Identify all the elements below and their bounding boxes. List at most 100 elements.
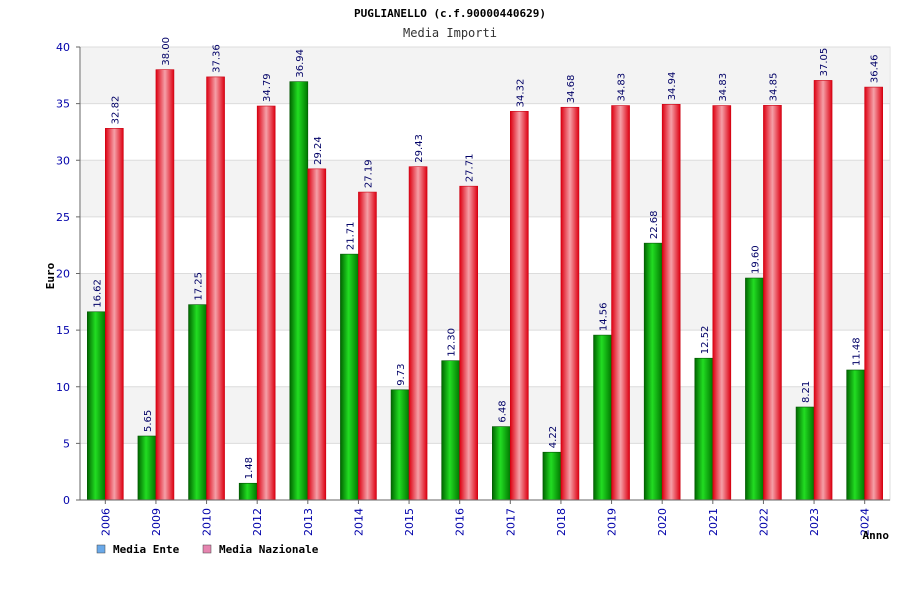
bar-media-ente <box>745 277 764 501</box>
bar-media-nazionale <box>358 191 377 501</box>
x-tick-label: 2015 <box>403 508 416 536</box>
data-label-media-ente: 36.94 <box>295 49 306 78</box>
y-tick-label: 35 <box>56 98 70 111</box>
data-label-media-nazionale: 34.32 <box>515 79 526 108</box>
y-tick-label: 20 <box>56 268 70 281</box>
data-label-media-ente: 5.65 <box>143 410 154 432</box>
legend-swatch-media-nazionale <box>202 544 212 554</box>
bar-media-ente <box>643 242 663 501</box>
bar-media-nazionale <box>307 168 327 501</box>
bar-media-nazionale <box>105 128 124 501</box>
y-tick-label: 30 <box>56 154 70 167</box>
x-axis-label: Anno <box>863 529 890 542</box>
legend: Media Ente Media Nazionale <box>96 543 319 556</box>
bar-media-nazionale <box>813 80 833 501</box>
x-tick-label: 2021 <box>707 508 720 536</box>
bar-media-ente <box>694 357 714 501</box>
y-tick-label: 15 <box>56 324 70 337</box>
x-tick-label: 2018 <box>555 508 568 536</box>
data-label-media-nazionale: 36.46 <box>870 54 881 83</box>
legend-swatch-media-ente <box>96 544 106 554</box>
data-label-media-nazionale: 27.71 <box>465 154 476 183</box>
x-tick-label: 2024 <box>859 508 872 536</box>
x-tick-label: 2012 <box>251 508 264 536</box>
bar-media-nazionale <box>459 185 478 501</box>
x-tick-label: 2017 <box>504 508 517 536</box>
x-tick-label: 2013 <box>302 508 315 536</box>
chart-title: PUGLIANELLO (c.f.90000440629) <box>354 7 546 20</box>
data-label-media-nazionale: 29.24 <box>313 136 324 165</box>
data-label-media-nazionale: 34.83 <box>617 73 628 102</box>
bar-media-ente <box>441 360 460 501</box>
data-label-media-nazionale: 34.94 <box>667 72 678 101</box>
bar-media-nazionale <box>560 106 580 501</box>
bar-media-ente <box>593 334 612 501</box>
data-label-media-nazionale: 29.43 <box>414 134 425 163</box>
bar-media-ente <box>137 435 157 501</box>
x-tick-label: 2016 <box>454 508 467 536</box>
bar-media-ente <box>390 389 410 501</box>
data-label-media-ente: 1.48 <box>244 457 255 479</box>
data-label-media-nazionale: 34.83 <box>718 73 729 102</box>
data-label-media-ente: 21.71 <box>345 221 356 250</box>
bar-media-ente <box>87 311 106 501</box>
y-tick-label: 10 <box>56 381 70 394</box>
data-label-media-ente: 12.30 <box>447 328 458 357</box>
y-tick-label: 25 <box>56 211 70 224</box>
x-tick-label: 2006 <box>99 508 112 536</box>
data-label-media-nazionale: 34.79 <box>262 73 273 102</box>
data-label-media-ente: 6.48 <box>497 400 508 422</box>
bar-media-ente <box>238 482 258 501</box>
data-label-media-ente: 12.52 <box>700 326 711 355</box>
chart-subtitle: Media Importi <box>403 26 497 40</box>
data-labels: 16.62 32.82 5.65 38.00 17.25 37.36 1.48 34.79 36… <box>92 37 880 479</box>
legend-label-media-nazionale: Media Nazionale <box>219 543 319 556</box>
x-tick-label: 2022 <box>757 508 770 536</box>
y-tick-label: 40 <box>56 41 70 54</box>
bar-media-ente <box>846 369 865 501</box>
data-label-media-ente: 9.73 <box>396 364 407 386</box>
legend-label-media-ente: Media Ente <box>113 543 180 556</box>
y-tick-label: 0 <box>63 494 70 507</box>
x-axis-ticks: 2006 2009 2010 2012 2013 2014 2015 2016 2017 2018… <box>99 500 872 536</box>
data-label-media-nazionale: 38.00 <box>161 37 172 66</box>
data-label-media-ente: 16.62 <box>92 279 103 308</box>
data-label-media-nazionale: 27.19 <box>363 159 374 188</box>
bars <box>87 69 883 501</box>
y-tick-label: 5 <box>63 437 70 450</box>
bar-media-nazionale <box>661 104 681 501</box>
data-label-media-nazionale: 37.05 <box>819 48 830 77</box>
x-tick-label: 2020 <box>656 508 669 536</box>
bar-media-ente <box>795 406 815 501</box>
x-tick-label: 2014 <box>352 508 365 536</box>
bar-media-ente <box>188 304 207 501</box>
bar-media-ente <box>492 426 511 501</box>
y-axis-label: Euro <box>44 262 57 289</box>
bar-media-nazionale <box>763 105 782 501</box>
data-label-media-ente: 4.22 <box>548 426 559 448</box>
data-label-media-ente: 8.21 <box>801 381 812 403</box>
data-label-media-ente: 22.68 <box>649 211 660 240</box>
data-label-media-ente: 17.25 <box>194 272 205 301</box>
bar-media-nazionale <box>408 166 428 501</box>
bar-media-nazionale <box>611 105 630 501</box>
data-label-media-nazionale: 32.82 <box>110 96 121 125</box>
x-tick-label: 2023 <box>808 508 821 536</box>
data-label-media-nazionale: 34.85 <box>768 73 779 102</box>
data-label-media-nazionale: 34.68 <box>566 75 577 104</box>
y-axis-ticks: 0 5 10 15 20 25 30 35 40 <box>56 41 890 507</box>
data-label-media-ente: 14.56 <box>599 302 610 331</box>
x-tick-label: 2019 <box>606 508 619 536</box>
bar-media-nazionale <box>155 69 175 501</box>
x-tick-label: 2010 <box>201 508 214 536</box>
data-label-media-ente: 19.60 <box>750 245 761 274</box>
x-tick-label: 2009 <box>150 508 163 536</box>
bar-media-nazionale <box>206 76 225 501</box>
data-label-media-nazionale: 37.36 <box>212 44 223 73</box>
bar-media-nazionale <box>256 105 276 501</box>
bar-media-ente <box>289 81 309 501</box>
bar-media-ente <box>542 451 562 501</box>
bar-media-nazionale <box>510 111 529 501</box>
bar-media-nazionale <box>712 105 732 501</box>
